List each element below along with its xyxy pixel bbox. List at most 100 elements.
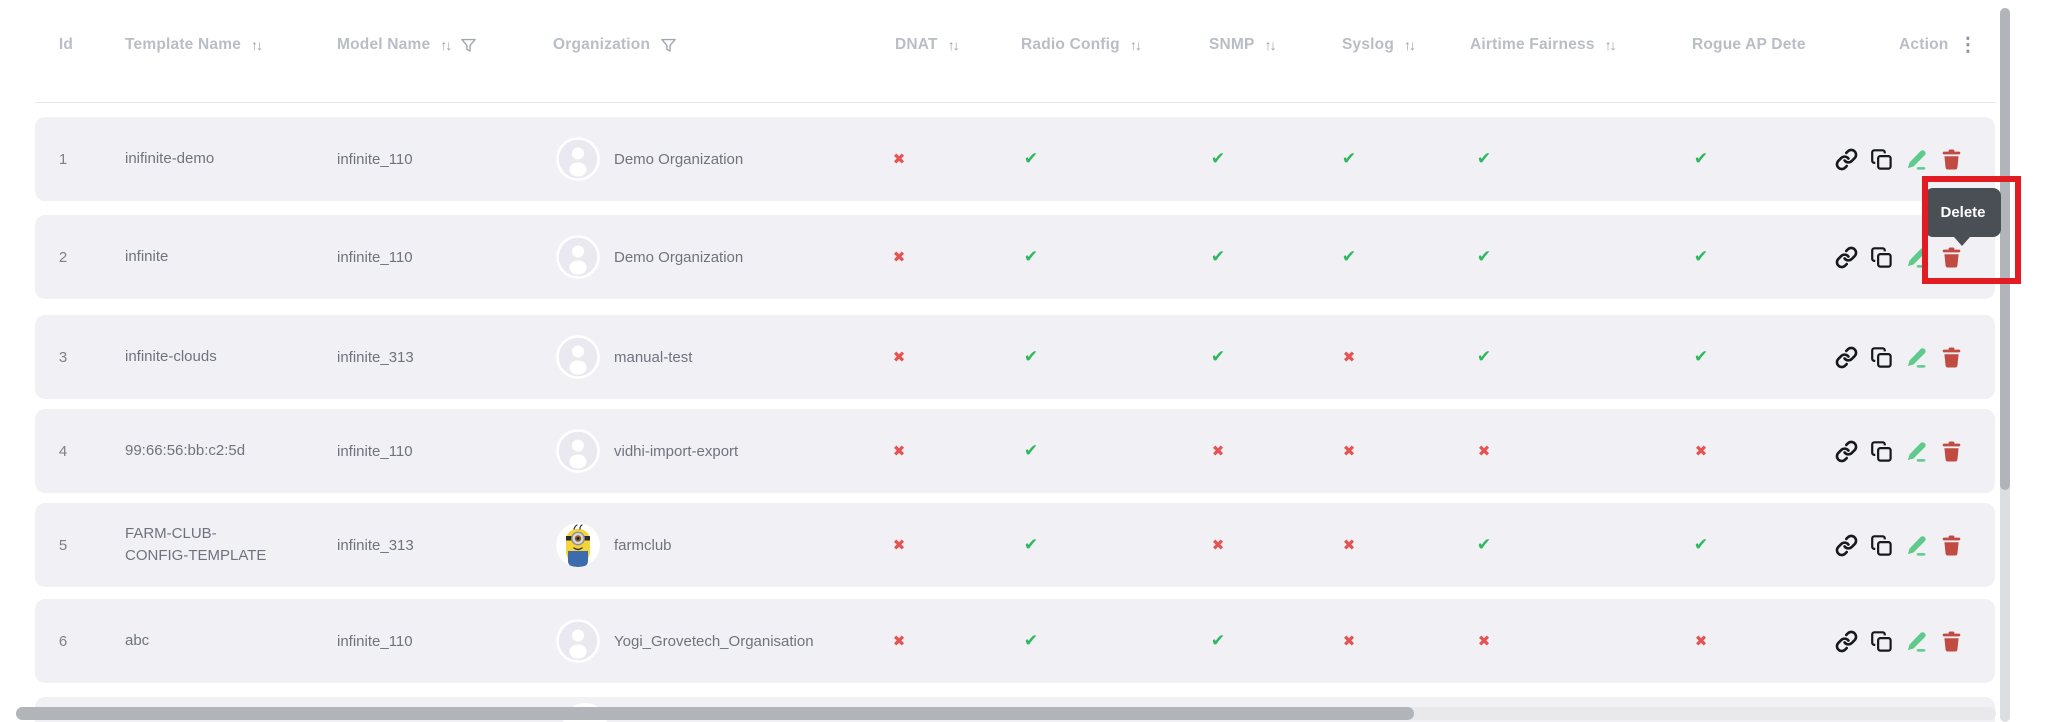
copy-icon[interactable] (1870, 246, 1893, 269)
column-label: Airtime Fairness (1470, 36, 1595, 53)
link-icon[interactable] (1835, 346, 1858, 369)
horizontal-scrollbar-track[interactable] (16, 707, 1996, 720)
row-model-name: infinite_313 (337, 536, 414, 554)
edit-icon[interactable] (1905, 630, 1928, 653)
delete-button[interactable] (1940, 346, 1963, 369)
organization-name: farmclub (614, 536, 672, 554)
link-button[interactable] (1835, 440, 1858, 463)
dnat-status: ✖ (892, 348, 906, 366)
organization-avatar (556, 335, 600, 379)
column-label: Action (1899, 36, 1949, 53)
edit-icon[interactable] (1905, 148, 1928, 171)
edit-button[interactable] (1905, 630, 1928, 653)
copy-button[interactable] (1870, 534, 1893, 557)
link-button[interactable] (1835, 346, 1858, 369)
sort-icon[interactable]: ↑↓ (1129, 37, 1142, 53)
snmp-status: ✖ (1211, 442, 1225, 460)
edit-icon[interactable] (1905, 440, 1928, 463)
snmp-status: ✔ (1210, 247, 1226, 267)
radio-config-status: ✔ (1023, 441, 1039, 461)
copy-button[interactable] (1870, 148, 1893, 171)
edit-button[interactable] (1905, 440, 1928, 463)
row-actions (1835, 503, 1990, 587)
horizontal-scrollbar-thumb[interactable] (16, 707, 1414, 720)
delete-button[interactable] (1940, 440, 1963, 463)
sort-icon[interactable]: ↑↓ (440, 37, 452, 53)
filter-button[interactable] (660, 37, 677, 54)
sort-icon[interactable]: ↑↓ (1404, 37, 1416, 53)
syslog-status: ✔ (1341, 247, 1357, 267)
delete-icon[interactable] (1940, 534, 1963, 557)
copy-icon[interactable] (1870, 148, 1893, 171)
link-button[interactable] (1835, 630, 1858, 653)
delete-icon[interactable] (1940, 346, 1963, 369)
filter-icon[interactable] (660, 37, 677, 54)
person-avatar-icon (556, 137, 600, 181)
organization-avatar (556, 429, 600, 473)
copy-icon[interactable] (1870, 534, 1893, 557)
delete-button[interactable] (1940, 534, 1963, 557)
filter-button[interactable] (460, 37, 477, 54)
row-template-name: inifinite-demo (125, 150, 215, 167)
airtime-fairness-status: ✖ (1477, 442, 1491, 460)
edit-icon[interactable] (1905, 346, 1928, 369)
link-icon[interactable] (1835, 440, 1858, 463)
copy-icon[interactable] (1870, 630, 1893, 653)
organization-name: manual-test (614, 348, 693, 366)
table-row: 6 abc infinite_110 Yogi_Grovetech_Organi… (35, 599, 1995, 683)
copy-icon[interactable] (1870, 440, 1893, 463)
copy-button[interactable] (1870, 346, 1893, 369)
link-icon[interactable] (1835, 630, 1858, 653)
rogue-ap-status: ✔ (1693, 535, 1709, 555)
link-button[interactable] (1835, 534, 1858, 557)
sort-icon[interactable]: ↑↓ (251, 37, 263, 53)
delete-icon[interactable] (1940, 246, 1963, 269)
delete-button[interactable] (1940, 148, 1963, 171)
row-template-name: infinite-clouds (125, 348, 217, 365)
edit-button[interactable] (1905, 534, 1928, 557)
edit-button[interactable] (1905, 148, 1928, 171)
row-template-name: 99:66:56:bb:c2:5d (125, 442, 246, 459)
vertical-scrollbar-track[interactable] (2000, 8, 2010, 722)
delete-button[interactable] (1940, 630, 1963, 653)
row-actions (1835, 599, 1990, 683)
delete-button[interactable] (1940, 246, 1963, 269)
dnat-status: ✖ (892, 248, 906, 266)
person-avatar-icon (556, 235, 600, 279)
copy-button[interactable] (1870, 630, 1893, 653)
organization-avatar (556, 137, 600, 181)
airtime-fairness-status: ✔ (1476, 347, 1492, 367)
delete-icon[interactable] (1940, 440, 1963, 463)
link-icon[interactable] (1835, 148, 1858, 171)
minion-avatar-image (556, 523, 600, 567)
radio-config-status: ✔ (1023, 535, 1039, 555)
column-menu-icon[interactable]: ⋮ (1958, 34, 1978, 56)
delete-icon[interactable] (1940, 148, 1963, 171)
copy-button[interactable] (1870, 440, 1893, 463)
copy-button[interactable] (1870, 246, 1893, 269)
link-button[interactable] (1835, 148, 1858, 171)
column-label: Rogue AP Dete (1692, 36, 1806, 53)
organization-name: vidhi-import-export (614, 442, 739, 460)
row-template-name: FARM-CLUB-CONFIG-TEMPLATE (125, 525, 267, 564)
organization-name: Yogi_Grovetech_Organisation (614, 632, 814, 650)
sort-icon[interactable]: ↑↓ (1264, 37, 1277, 53)
link-icon[interactable] (1835, 534, 1858, 557)
vertical-scrollbar-thumb[interactable] (2000, 8, 2010, 490)
link-button[interactable] (1835, 246, 1858, 269)
row-model-name: infinite_110 (337, 248, 413, 266)
column-label: Syslog (1342, 36, 1395, 53)
delete-icon[interactable] (1940, 630, 1963, 653)
sort-icon[interactable]: ↑↓ (1604, 37, 1617, 53)
row-actions (1835, 409, 1990, 493)
sort-icon[interactable]: ↑↓ (947, 37, 960, 53)
edit-button[interactable] (1905, 346, 1928, 369)
row-id: 5 (58, 536, 68, 554)
header-divider (35, 102, 1996, 103)
copy-icon[interactable] (1870, 346, 1893, 369)
filter-icon[interactable] (460, 37, 477, 54)
link-icon[interactable] (1835, 246, 1858, 269)
edit-icon[interactable] (1905, 534, 1928, 557)
column-label: DNAT (895, 36, 938, 53)
rogue-ap-status: ✔ (1693, 149, 1709, 169)
